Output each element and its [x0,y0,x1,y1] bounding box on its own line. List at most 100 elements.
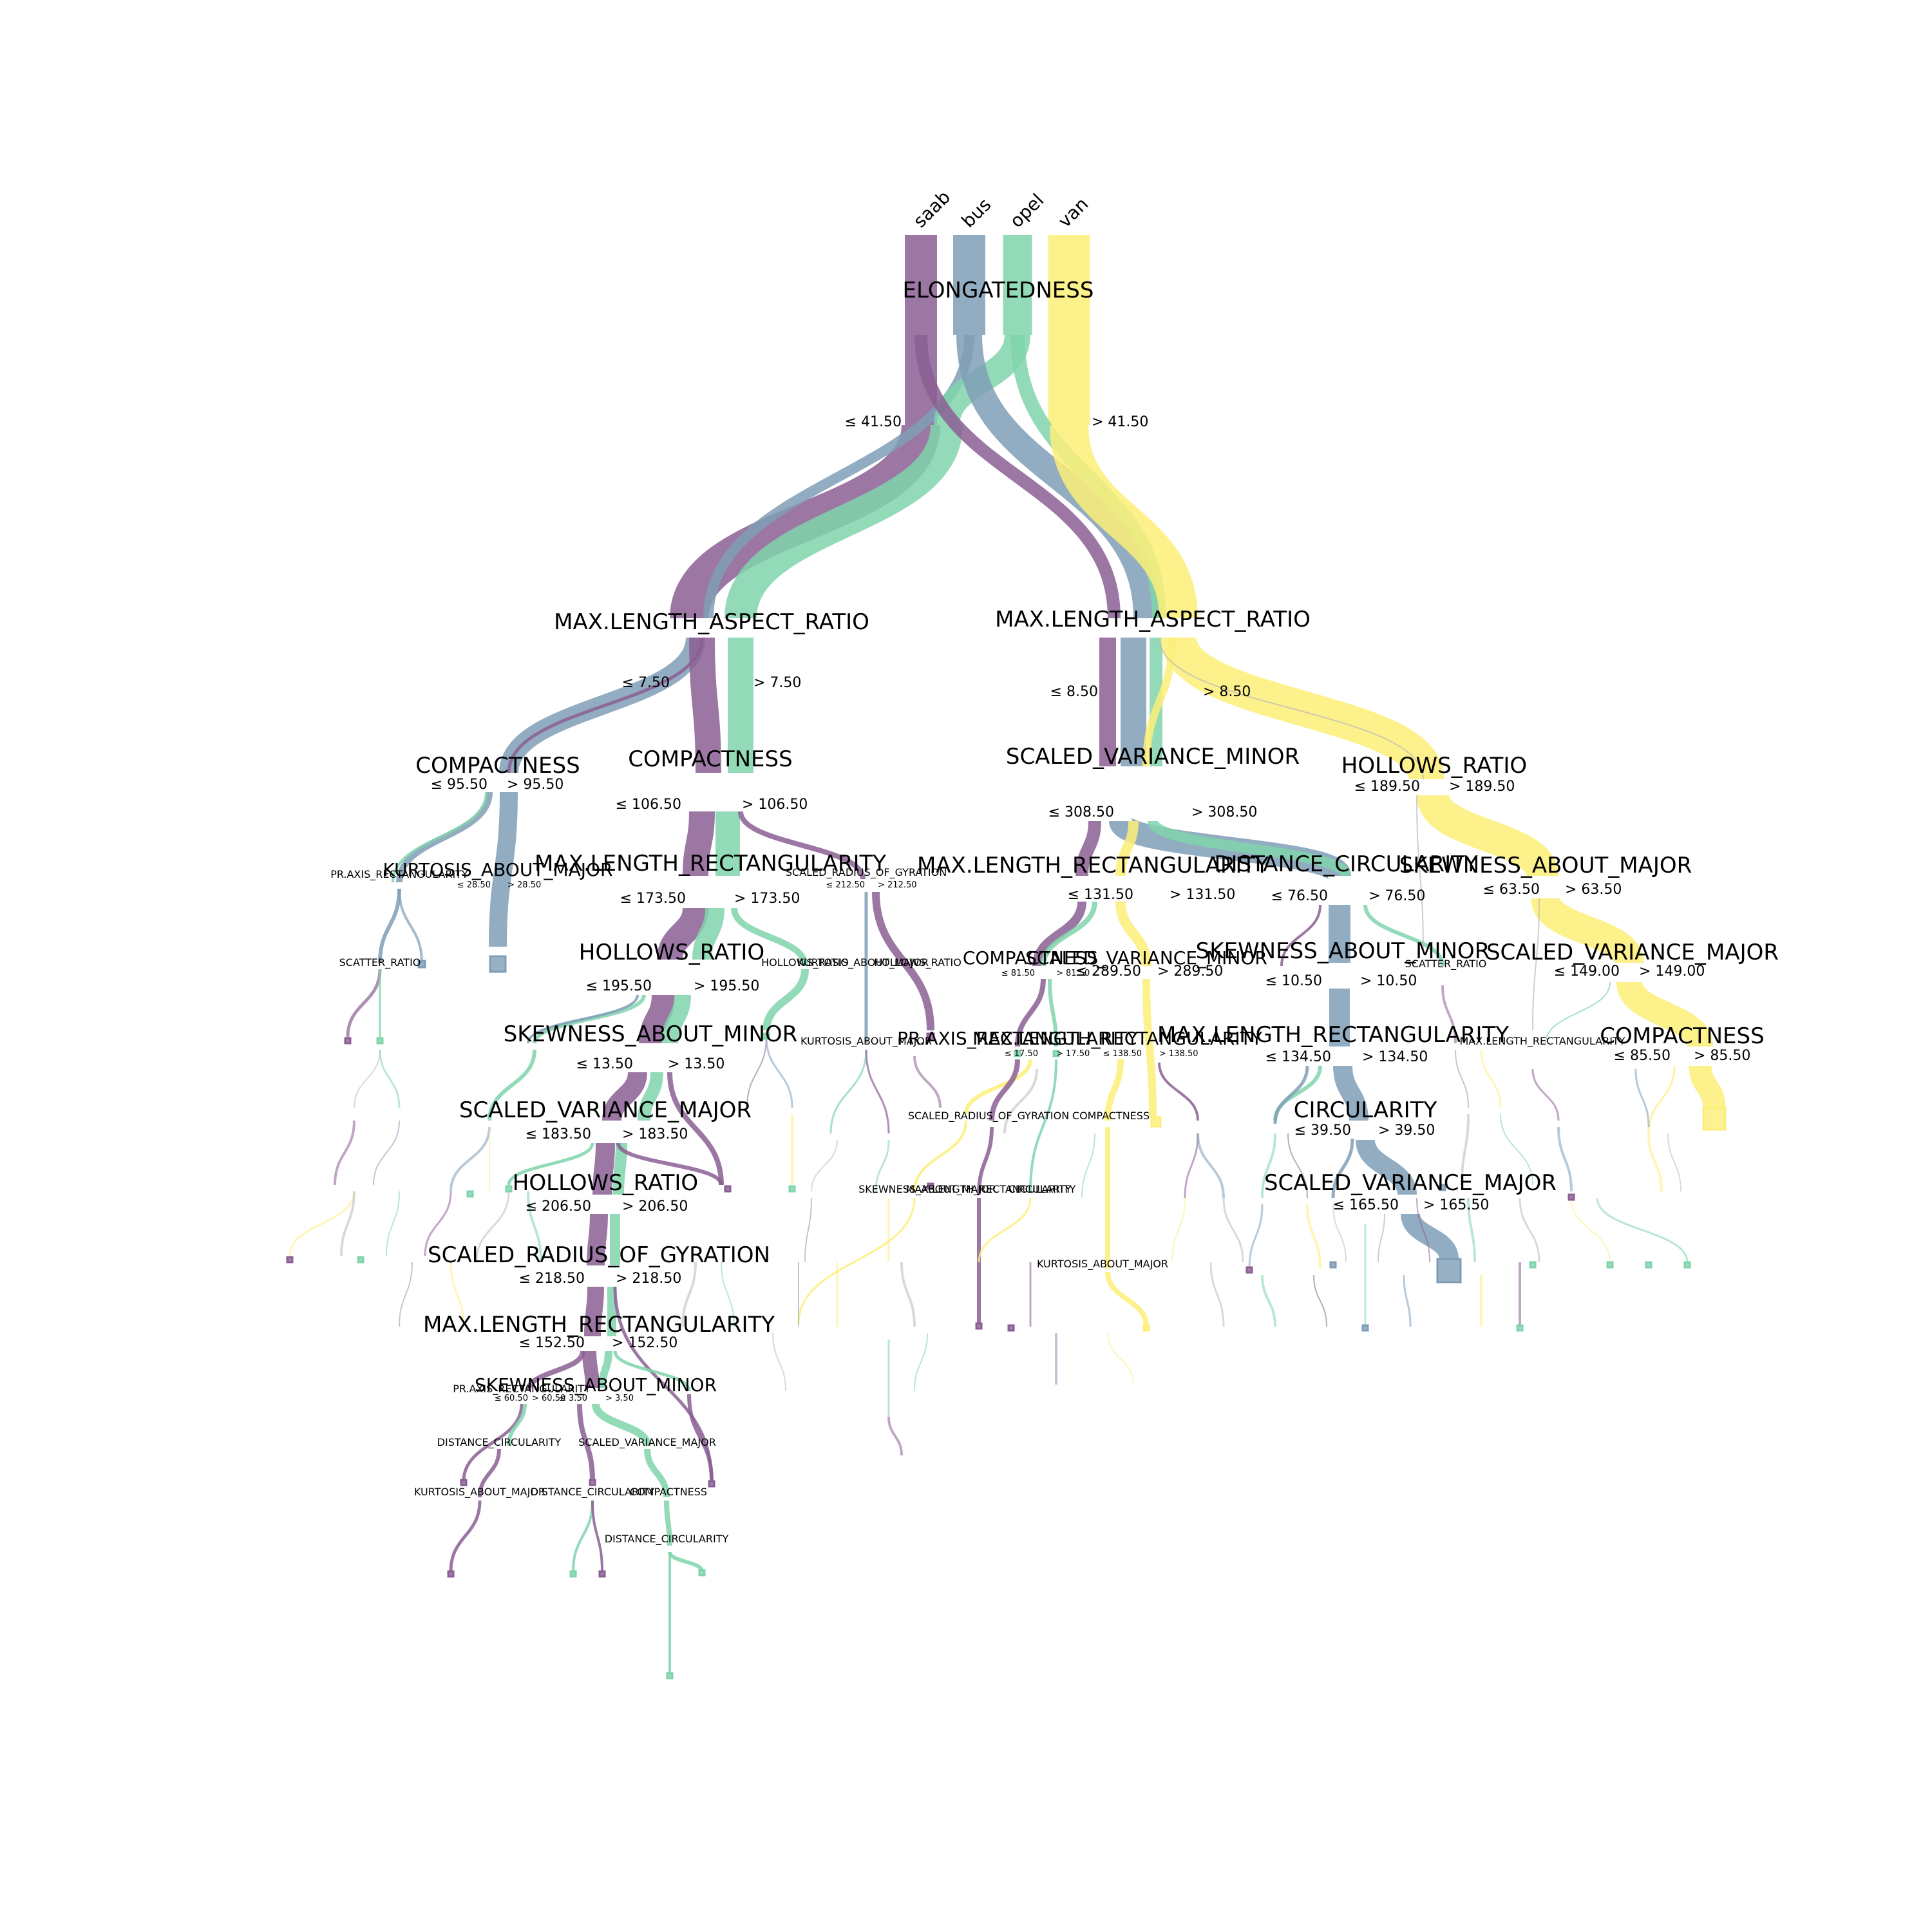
node-svmaj3-right: > 165.50 [1423,1197,1489,1213]
flow-van-81 [1616,980,1713,1048]
flow-bus-100 [1331,1138,1354,1198]
flow-saab-149 [1287,1133,1308,1198]
node-svmaj2-feature: SCALED_VARIANCE_MAJOR [1486,940,1779,965]
node-mlr3-feature: MAX.LENGTH_RECTANGULARITY [972,1028,1263,1049]
flow-opel-89 [1148,819,1351,878]
flow-opel-173 [914,1332,928,1392]
node-l-feature: MAX.LENGTH_ASPECT_RATIO [554,609,869,635]
node-srg-right: > 218.50 [616,1271,681,1287]
node-circ-feature: CIRCULARITY [1294,1097,1437,1123]
flow-bus-16 [489,791,518,947]
node-skmaj2-feature: SKEWNESS_ABOUT_MAJOR [858,1183,996,1196]
node-rrr-left: ≤ 63.50 [1483,882,1540,898]
flow-bus-130 [450,1126,491,1192]
flow-opel-64 [664,1500,672,1546]
node-mlr5-left: ≤ 152.50 [519,1335,585,1351]
node-srg-feature: SCALED_RADIUS_OF_GYRATION [428,1242,770,1268]
class-label-bus: bus [958,194,996,232]
node-l-right: > 7.50 [753,675,801,691]
node-rlr-left: ≤ 76.50 [1271,888,1328,904]
flow-van-11 [1050,424,1198,620]
node-circ-right: > 39.50 [1378,1122,1435,1139]
flow-bus-18 [396,791,493,883]
node-comp2-left: ≤ 81.50 [1001,969,1035,978]
flow-fine-127 [340,1191,355,1256]
node-lrl-right: > 173.50 [734,891,800,907]
flow-saab-58 [462,1403,524,1482]
flow-saab-92 [1280,904,1321,967]
flow-fine-142 [1003,1068,1038,1134]
node-svm2-left: ≤ 289.50 [1075,963,1141,980]
flow-saab-111 [977,1126,994,1195]
node-srg2-feature: SCALED_RADIUS_OF_GYRATION [908,1110,1069,1122]
flow-van-161 [1571,1197,1611,1263]
flow-saab-86 [1075,820,1101,876]
node-mlr4-left: ≤ 134.50 [1265,1049,1331,1065]
node-dc3-feature: DISTANCE_CIRCULARITY [531,1486,655,1499]
flow-fine-162 [1519,1197,1540,1263]
flow-saab-184 [887,1416,903,1456]
flow-opel-59 [507,1403,527,1446]
node-hr1-left: ≤ 195.50 [586,978,652,994]
leaf-opel-217 [698,1569,706,1577]
flow-saab-49 [587,1213,608,1266]
node-rr-feature: HOLLOWS_RATIO [1341,753,1527,779]
leaf-opel-190 [376,1037,384,1045]
flow-opel-44 [488,1049,536,1121]
flow-bus-95 [1356,1139,1417,1196]
leaf-saab-216 [708,1480,715,1488]
node-lrr-feature: SCALED_RADIUS_OF_GYRATION [786,866,947,879]
flow-saab-110 [989,1059,1020,1121]
node-mlr4-feature: MAX.LENGTH_RECTANGULARITY [1157,1022,1509,1048]
flow-opel-69 [572,1500,594,1572]
flow-opel-117 [1029,1059,1057,1192]
fine-branch-layer [289,637,1689,1456]
node-mlr7-feature: MAX.LENGTH_RECTANGULARITY [1460,1035,1625,1048]
leaf-opel-198 [788,1185,796,1193]
flow-van-103 [1115,901,1151,967]
node-hr3-feature: HOLLOWS_RATIO [761,956,849,969]
node-lll-b-feature: KURTOSIS_ABOUT_MAJOR [383,859,612,880]
leaf-saab-113 [975,1322,983,1330]
node-skmin2-right: > 10.50 [1360,973,1417,989]
node-rr-right: > 189.50 [1449,779,1515,795]
flow-opel-36 [762,969,809,1031]
flow-bus-185 [399,1262,413,1327]
flow-van-88 [1115,820,1139,876]
leaf-bus-201 [1329,1261,1337,1269]
flow-fine-172 [900,1262,916,1327]
node-svmaj3-feature: SCALED_VARIANCE_MAJOR [1264,1170,1557,1196]
leaf-opel-204 [1606,1261,1614,1269]
flow-bus-94 [1333,1065,1368,1121]
flow-saab-47 [616,1142,723,1186]
leaf-saab-194 [724,1185,732,1193]
node-mlr4-right: > 134.50 [1362,1049,1428,1065]
node-rll-left: ≤ 131.50 [1068,887,1133,903]
node-rlr-right: > 76.50 [1368,888,1425,904]
flow-van-74 [1160,635,1444,782]
flow-van-75 [1142,637,1176,767]
node-kam2-feature: KURTOSIS_ABOUT_MAJOR [414,1486,545,1499]
flow-van-151 [1306,1204,1321,1269]
flow-opel-148 [1261,1133,1276,1198]
node-rlr-feature: DISTANCE_CIRCULARITY [1214,851,1478,877]
node-comp3-right: > 85.50 [1694,1048,1750,1064]
node-root-right: > 41.50 [1092,414,1148,430]
flow-van-109 [964,1059,1032,1115]
node-ll-right: > 95.50 [507,777,564,793]
node-mlr5-feature: MAX.LENGTH_RECTANGULARITY [423,1312,775,1338]
flow-bus-140 [804,1197,812,1263]
node-hr2-feature: HOLLOWS_RATIO [513,1170,698,1196]
node-lr-left: ≤ 106.50 [616,797,681,813]
node-lr-right: > 106.50 [742,797,808,813]
flow-opel-38 [661,994,691,1044]
leaf-layer [286,955,1727,1680]
flow-bus-165 [1634,1068,1650,1128]
flow-saab-154 [1441,985,1457,1044]
flow-saab-33 [657,907,708,961]
node-srg-left: ≤ 218.50 [519,1271,585,1287]
node-svmaj3-left: ≤ 165.50 [1333,1197,1399,1213]
node-ll-feature: COMPACTNESS [415,753,580,779]
flow-saab-54 [582,1350,600,1388]
flow-opel-128 [386,1191,400,1256]
